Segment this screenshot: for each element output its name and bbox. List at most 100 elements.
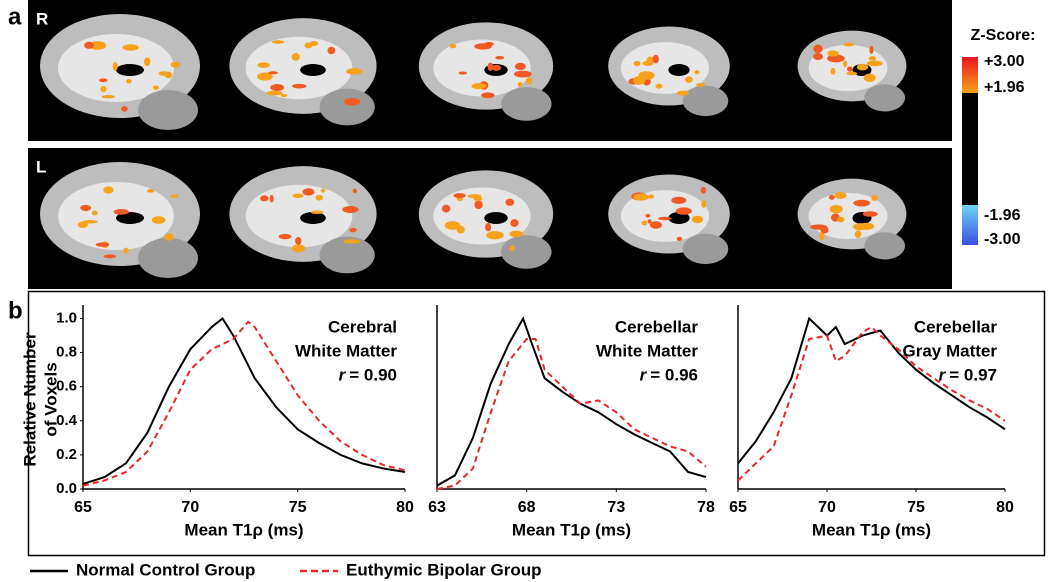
colorbar-positive [962,57,978,93]
activation [685,76,693,83]
cerebellum [682,233,729,265]
activation [453,193,466,199]
activation [474,200,483,209]
x-axis-label: Mean T1ρ (ms) [512,520,631,539]
ventricle [484,212,508,224]
activation [321,188,326,193]
activation [346,68,363,75]
activation [827,50,839,57]
activation [481,92,495,99]
activation [152,85,159,90]
ventricle [116,64,144,76]
activation [633,193,649,201]
activation [646,56,654,65]
panel-border [27,290,1046,557]
activation [270,84,285,92]
activation [449,43,457,49]
activation [164,233,174,241]
activation [84,41,94,49]
legend: Normal Control Group Euthymic Bipolar Gro… [30,560,542,579]
x-tick-label: 75 [907,499,925,516]
activation [509,230,523,238]
activation [829,205,843,214]
activation [869,45,874,54]
ventricle [668,64,690,76]
activation [641,220,648,226]
annotation: White Matter [596,341,698,360]
brain-inner [620,190,710,242]
activation [843,42,854,47]
y-tick-label: 1.0 [56,309,77,326]
activation [862,211,878,217]
y-tick-label: 0.8 [56,344,77,361]
cerebellum [501,235,552,269]
activation [100,85,107,93]
legend-label: Euthymic Bipolar Group [346,560,542,579]
series-line [436,316,707,487]
activation [648,194,655,199]
correlation: = 0.97 [949,365,997,384]
series-line [737,316,1006,465]
activation [846,66,853,72]
activation [291,52,300,61]
activation [510,219,519,227]
activation [147,189,155,193]
activation [268,71,278,75]
activation [691,215,704,224]
x-tick-label: 63 [428,499,446,516]
activation [158,71,169,76]
y-tick-label: 0.2 [56,446,77,463]
x-tick-label: 70 [181,499,199,516]
activation [95,242,110,247]
annotation: Gray Matter [903,341,998,360]
correlation-symbol: r [339,365,347,384]
activation [810,224,828,230]
series-line [82,320,406,487]
activation [295,237,302,245]
activation [441,204,451,213]
colorbar-label: +1.96 [984,79,1025,96]
activation [292,193,304,199]
activation [854,230,862,239]
activation [169,194,179,199]
activation [304,42,313,49]
row-label: R [36,9,48,28]
activation [846,71,858,76]
activation [671,196,687,204]
activation [645,213,651,218]
cerebellum [138,238,198,278]
activation [103,186,114,194]
brain-inner [433,39,531,97]
y-tick-label: 0.0 [56,480,77,497]
activation [344,97,361,106]
colorbar-title: Z-Score: [971,27,1036,44]
colorbar-label: +3.00 [984,53,1025,70]
series-line [436,338,707,490]
activation [675,207,692,215]
activation [143,57,151,67]
activation [871,194,878,202]
activation [853,223,868,231]
y-axis-label: of Voxels [41,362,60,436]
activation [257,62,270,68]
activation [836,216,845,223]
cerebellum [864,232,906,260]
activation [812,53,824,61]
activation [856,63,869,71]
activation [113,208,129,215]
activation [652,54,659,64]
activation [123,247,129,254]
activation [310,210,324,214]
y-tick-label: 0.4 [56,412,78,429]
x-tick-label: 73 [607,499,625,516]
activation [349,227,357,233]
activation [513,70,532,78]
activation [486,231,504,240]
cerebellum [864,84,906,112]
y-axis-label: Relative Number [20,332,39,467]
activation [495,56,505,60]
activation [813,44,823,54]
series-line [82,317,406,485]
series-line [737,325,1006,482]
